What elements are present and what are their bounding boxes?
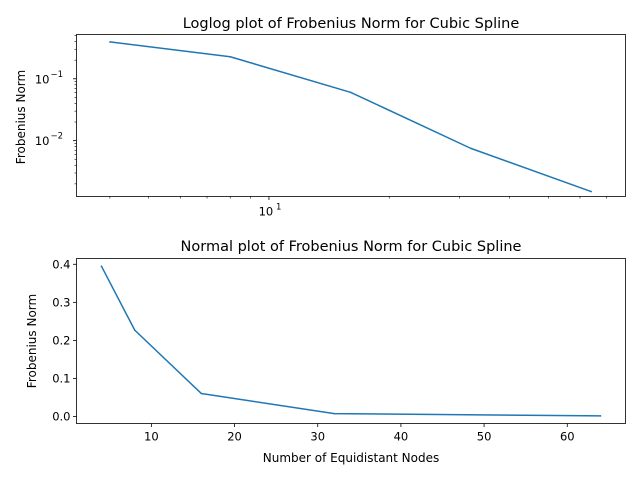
x-tick-label: 10 bbox=[259, 205, 274, 219]
x-tick-label: 20 bbox=[227, 430, 242, 444]
y-tick-label: 10 bbox=[35, 134, 50, 148]
linear-chart-title: Normal plot of Frobenius Norm for Cubic … bbox=[181, 239, 522, 255]
y-tick-label: 10 bbox=[35, 72, 50, 86]
linear-x-axis-label: Number of Equidistant Nodes bbox=[263, 451, 440, 465]
x-tick-label: 10 bbox=[144, 430, 159, 444]
linear-series-line bbox=[100, 265, 601, 417]
y-tick-label: 0.4 bbox=[52, 257, 70, 271]
linear-y-axis-label: Frobenius Norm bbox=[25, 294, 39, 388]
loglog-chart-title: Loglog plot of Frobenius Norm for Cubic … bbox=[183, 16, 520, 32]
y-tick-label: 0.2 bbox=[52, 333, 70, 347]
y-tick-label: 0.3 bbox=[52, 295, 70, 309]
loglog-series-line bbox=[109, 41, 592, 193]
x-tick-label-exp: 1 bbox=[276, 203, 281, 213]
y-tick-label: 0.0 bbox=[52, 409, 70, 423]
y-tick-label: 0.1 bbox=[52, 371, 70, 385]
linear-ticks: 10 20 30 40 50 60 0.0 0.1 0.2 0.3 0.4 bbox=[52, 257, 602, 444]
loglog-ticks: 10 110 −110 −2 bbox=[35, 35, 608, 219]
x-tick-label: 40 bbox=[394, 430, 409, 444]
x-tick-label: 30 bbox=[310, 430, 325, 444]
loglog-chart: Loglog plot of Frobenius Norm for Cubic … bbox=[14, 16, 626, 219]
x-tick-label: 60 bbox=[560, 430, 575, 444]
loglog-y-axis-label: Frobenius Norm bbox=[14, 70, 28, 164]
x-tick-label: 50 bbox=[477, 430, 492, 444]
loglog-plot-frame bbox=[76, 34, 626, 197]
linear-plot-frame bbox=[76, 258, 626, 424]
y-tick-label-exp: −1 bbox=[51, 70, 64, 80]
linear-chart: Normal plot of Frobenius Norm for Cubic … bbox=[25, 239, 626, 465]
y-tick-label-exp: −2 bbox=[51, 132, 64, 142]
